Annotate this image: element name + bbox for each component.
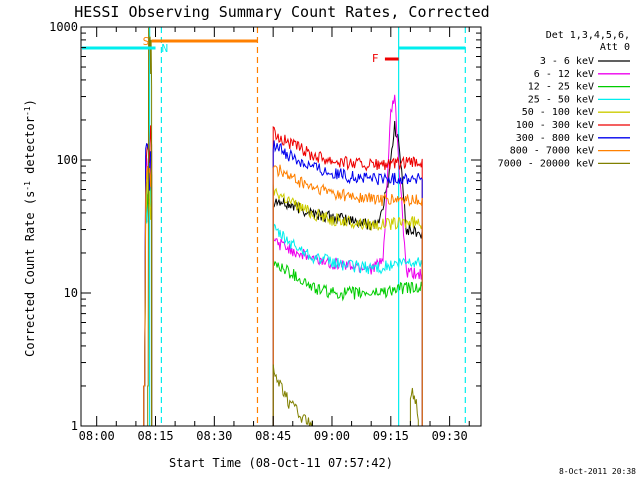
chart-title: HESSI Observing Summary Count Rates, Cor… xyxy=(74,3,489,21)
legend-entry-label: 100 - 300 keV xyxy=(516,120,594,131)
series-9 xyxy=(147,27,419,426)
flare-label: F xyxy=(372,52,379,65)
y-tick-label: 1000 xyxy=(49,20,78,34)
legend-entry-label: 6 - 12 keV xyxy=(534,69,594,80)
x-tick-label: 08:00 xyxy=(79,429,115,443)
y-tick-label: 1 xyxy=(71,419,78,433)
y-label-part-3: ) xyxy=(23,99,37,106)
legend-entry-label: 25 - 50 keV xyxy=(528,94,594,105)
legend-header-line-2: Att 0 xyxy=(600,42,630,53)
y-label-part-1: Corrected Count Rate (s xyxy=(23,191,37,357)
legend-entry-label: 7000 - 20000 keV xyxy=(498,158,594,169)
series-lines xyxy=(143,27,423,426)
legend-entry-label: 12 - 25 keV xyxy=(528,82,594,93)
vertical-markers xyxy=(149,27,466,426)
series-6 xyxy=(143,125,423,426)
saa-label: S xyxy=(143,35,150,48)
series-spike xyxy=(147,27,153,426)
series-line xyxy=(272,126,423,426)
series-spike xyxy=(143,160,153,426)
y-label-sup-2: -1 xyxy=(23,106,32,116)
legend-header-line-1: Det 1,3,4,5,6, xyxy=(546,30,630,41)
series-5 xyxy=(143,168,423,426)
y-tick-label: 100 xyxy=(56,153,78,167)
y-axis-label: Corrected Count Rate (s-1 detector-1) xyxy=(23,99,37,357)
series-line xyxy=(272,364,313,426)
legend: Det 1,3,4,5,6, Att 0 3 - 6 keV 6 - 12 keV… xyxy=(498,30,630,169)
axis-ticks: 08:00 08:15 08:30 08:45 09:00 09:15 09:30 1 10 10… xyxy=(49,20,481,443)
series-4 xyxy=(143,173,423,426)
series-line xyxy=(272,258,423,426)
legend-entry-label: 3 - 6 keV xyxy=(540,56,594,67)
series-1 xyxy=(143,120,423,426)
plot-frame xyxy=(80,26,482,427)
x-tick-label: 09:00 xyxy=(314,429,350,443)
series-8 xyxy=(143,160,423,426)
y-label-part-2: detector xyxy=(23,116,37,181)
y-label-sup-1: -1 xyxy=(23,181,32,191)
series-line xyxy=(272,164,423,426)
legend-entry-label: 800 - 7000 keV xyxy=(510,146,594,157)
night-label: N xyxy=(162,42,169,55)
y-tick-label: 10 xyxy=(64,286,78,300)
series-line xyxy=(272,184,423,426)
x-tick-label: 09:30 xyxy=(432,429,468,443)
legend-entry-label: 50 - 100 keV xyxy=(522,107,594,118)
series-late-line xyxy=(409,387,419,426)
x-tick-label: 08:15 xyxy=(137,429,173,443)
x-tick-label: 08:45 xyxy=(255,429,291,443)
series-7 xyxy=(143,140,423,426)
footer-timestamp: 8-Oct-2011 20:38 xyxy=(559,467,636,476)
annotations: SN F xyxy=(82,35,466,65)
series-line xyxy=(272,223,423,426)
series-line xyxy=(272,94,423,426)
legend-entry-label: 300 - 800 keV xyxy=(516,133,594,144)
x-tick-label: 09:15 xyxy=(373,429,409,443)
x-axis-label: Start Time (08-Oct-11 07:57:42) xyxy=(169,456,393,470)
x-tick-label: 08:30 xyxy=(196,429,232,443)
series-line xyxy=(272,140,423,426)
